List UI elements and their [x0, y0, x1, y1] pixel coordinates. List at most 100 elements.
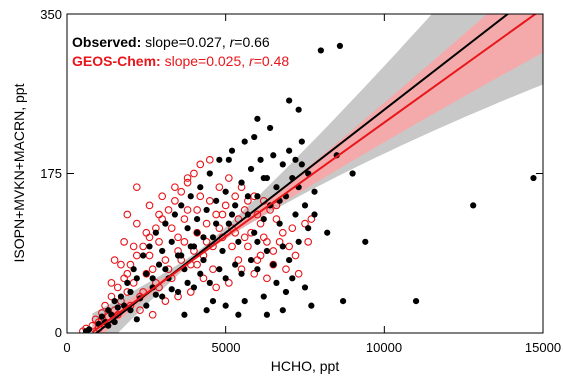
observed-point [238, 179, 245, 186]
x-tick-label: 10000 [366, 340, 402, 355]
geos-chem-point [180, 238, 189, 246]
observed-point [349, 170, 356, 177]
observed-point [225, 156, 232, 163]
geos-chem-point [205, 155, 214, 164]
observed-point [162, 220, 169, 227]
observed-point [339, 298, 347, 305]
geos-chem-point [250, 269, 259, 278]
observed-point [159, 247, 166, 255]
observed-point [317, 47, 324, 54]
geos-chem-slope: slope=0.025, [165, 53, 246, 69]
geos-chem-point [240, 206, 249, 214]
geos-chem-point [171, 196, 179, 205]
observed-point [184, 279, 191, 286]
geos-chem-point [196, 192, 205, 201]
observed-point [152, 229, 159, 236]
geos-chem-point [307, 215, 316, 223]
geos-chem-point [171, 183, 179, 192]
geos-chem-point [202, 219, 211, 228]
observed-point [228, 211, 236, 218]
geos-chem-fit-line [91, 14, 538, 333]
observed-point [244, 193, 251, 200]
observed-point [276, 220, 283, 227]
geos-chem-point [263, 274, 271, 283]
observed-point [219, 247, 226, 255]
geos-chem-confidence-band [92, 14, 543, 333]
observed-point [298, 161, 305, 168]
geos-chem-point [132, 183, 141, 192]
geos-chem-point [285, 242, 293, 251]
observed-stats: Observed: slope=0.027, r=0.66 [72, 34, 270, 50]
geos-chem-point [218, 210, 227, 219]
observed-point [213, 197, 220, 204]
geos-chem-point [269, 247, 278, 255]
observed-point [257, 156, 264, 163]
geos-chem-point [275, 238, 284, 246]
observed-point [530, 174, 537, 182]
geos-chem-point [282, 265, 290, 274]
observed-point [194, 215, 201, 223]
observed-stats-label: Observed: [72, 34, 141, 50]
observed-point [98, 313, 106, 320]
observed-point [187, 243, 194, 250]
geos-chem-point [161, 256, 170, 264]
observed-point [111, 298, 118, 305]
geos-chem-point [215, 224, 224, 233]
geos-chem-point [231, 192, 240, 201]
geos-chem-point [209, 265, 217, 274]
geos-chem-stats-label: GEOS-Chem: [72, 53, 161, 69]
geos-chem-point [253, 256, 262, 264]
geos-chem-point [155, 238, 163, 246]
observed-point [127, 288, 134, 296]
observed-point [155, 261, 163, 268]
geos-chem-point [183, 174, 192, 182]
observed-point [241, 298, 248, 305]
geos-chem-point [180, 215, 189, 223]
observed-point [282, 288, 290, 296]
geos-chem-point [304, 238, 313, 246]
observed-point [209, 298, 217, 305]
observed-point [286, 256, 293, 264]
observed-point [270, 152, 277, 159]
observed-point [311, 211, 318, 218]
geos-chem-point [117, 260, 125, 269]
geos-chem-point [123, 210, 132, 219]
observed-point [235, 238, 242, 245]
observed-point [279, 307, 286, 314]
geos-chem-point [155, 210, 163, 219]
x-tick-label: 0 [63, 340, 70, 355]
geos-chem-point [142, 269, 151, 278]
observed-point [86, 326, 93, 333]
observed-point [162, 266, 169, 273]
observed-point [203, 206, 210, 214]
geos-chem-point [132, 251, 141, 260]
observed-point [260, 293, 267, 300]
observed-point [247, 165, 255, 173]
observed-r-symbol: r [230, 34, 236, 50]
observed-point [254, 115, 261, 122]
geos-chem-point [142, 228, 151, 237]
geos-chem-stats: GEOS-Chem: slope=0.025, r=0.48 [72, 53, 289, 69]
observed-point [159, 293, 166, 300]
observed-point [301, 202, 309, 209]
geos-chem-point [186, 288, 195, 296]
observed-point [238, 270, 245, 277]
geos-chem-point [183, 206, 192, 214]
geos-chem-point [88, 321, 97, 330]
observed-point [149, 275, 156, 282]
geos-chem-point [107, 292, 116, 301]
geos-chem-r-value: =0.48 [254, 53, 290, 69]
geos-chem-point [193, 228, 201, 237]
y-tick-label: 175 [40, 166, 62, 181]
observed-point [266, 124, 274, 132]
geos-chem-point [256, 219, 265, 228]
geos-chem-point [145, 251, 154, 260]
geos-chem-point [101, 301, 109, 310]
geos-chem-point [129, 242, 138, 251]
observed-point [200, 256, 207, 264]
geos-chem-point [139, 242, 148, 251]
geos-chem-point [183, 178, 192, 187]
observed-point [470, 202, 477, 209]
geos-chem-point [177, 187, 186, 196]
